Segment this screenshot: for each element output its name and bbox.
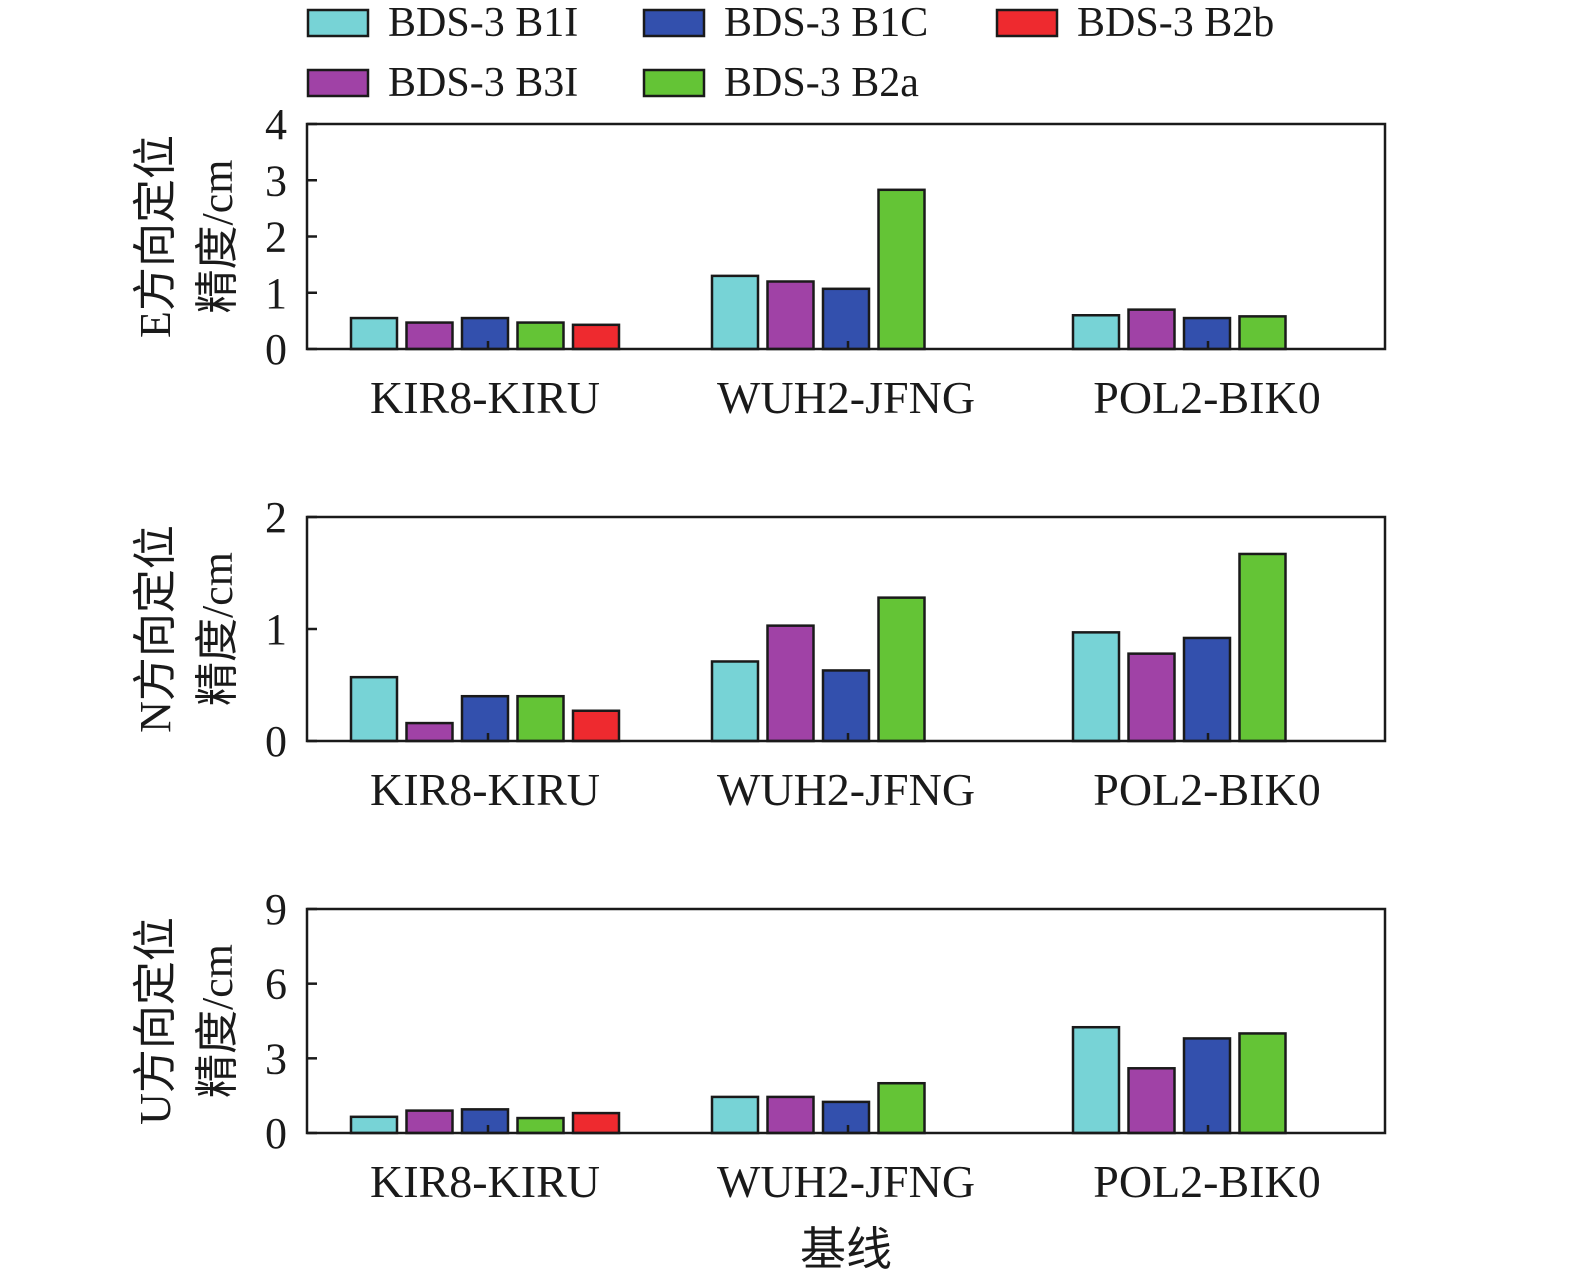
panel-u: 0 3 6 9 KIR8-KIRU WUH2-JFNG POL2-BIK0 U方向定位 精度/c… xyxy=(131,885,1387,1275)
legend-label-bds-3-b2b: BDS-3 B2b xyxy=(1077,0,1274,46)
panel-u-ytick-label-9: 9 xyxy=(265,885,287,934)
panel-n-category-label-kir8-kiru: KIR8-KIRU xyxy=(370,764,600,815)
panel-n-ytick-label-2: 2 xyxy=(265,493,287,542)
panel-n-category-label-pol2-bik0: POL2-BIK0 xyxy=(1093,764,1320,815)
panel-e-ytick-label-1: 1 xyxy=(265,269,287,318)
legend-swatch-bds-3-b2a xyxy=(642,68,706,98)
panel-e-ylabel-line2: 精度/cm xyxy=(193,160,242,314)
panel-e-category-label-pol2-bik0: POL2-BIK0 xyxy=(1093,372,1320,423)
legend: BDS-3 B1I BDS-3 B1C BDS-3 B2b BDS-3 B3I BDS-… xyxy=(306,0,1274,106)
panel-u-bar-bds-3-b1i-kir8-kiru xyxy=(349,1115,399,1135)
panel-e-ylabel-line1: E方向定位 xyxy=(131,135,180,338)
panel-n-bar-bds-3-b1c-wuh2-jfng xyxy=(821,669,871,743)
panel-u-ytick-label-0: 0 xyxy=(265,1109,287,1158)
legend-item-bds-3-b2b: BDS-3 B2b xyxy=(995,0,1274,46)
panel-n-bar-bds-3-b2a-pol2-bik0 xyxy=(1238,552,1287,743)
panel-u-bar-bds-3-b3i-kir8-kiru xyxy=(405,1109,454,1135)
panel-e-ytick-label-2: 2 xyxy=(265,213,287,262)
panel-u-category-label-pol2-bik0: POL2-BIK0 xyxy=(1093,1156,1320,1207)
panel-u-bar-bds-3-b1c-wuh2-jfng xyxy=(821,1100,871,1135)
x-axis-title: 基线 xyxy=(800,1224,892,1275)
legend-swatch-bds-3-b3i xyxy=(306,68,370,98)
panel-u-ytick-label-3: 3 xyxy=(265,1034,287,1083)
panel-e-bar-bds-3-b1c-kir8-kiru xyxy=(460,316,510,351)
panel-n-bar-bds-3-b3i-wuh2-jfng xyxy=(766,624,815,743)
panel-u-bar-bds-3-b2a-pol2-bik0 xyxy=(1238,1032,1287,1135)
legend-item-bds-3-b1i: BDS-3 B1I xyxy=(306,0,578,46)
panel-n-ylabel-line1: N方向定位 xyxy=(131,525,180,733)
panel-u-bar-bds-3-b3i-pol2-bik0 xyxy=(1127,1067,1176,1135)
legend-item-bds-3-b1c: BDS-3 B1C xyxy=(642,0,928,46)
panel-u-bar-bds-3-b1i-wuh2-jfng xyxy=(710,1095,760,1135)
panel-u-category-label-kir8-kiru: KIR8-KIRU xyxy=(370,1156,600,1207)
panel-n-ytick-label-1: 1 xyxy=(265,605,287,654)
legend-swatch-bds-3-b1i xyxy=(306,8,370,38)
legend-item-bds-3-b2a: BDS-3 B2a xyxy=(642,60,919,106)
panel-e-bar-bds-3-b1i-wuh2-jfng xyxy=(710,274,760,351)
legend-item-bds-3-b3i: BDS-3 B3I xyxy=(306,60,578,106)
legend-swatch-bds-3-b1c xyxy=(642,8,706,38)
legend-label-bds-3-b3i: BDS-3 B3I xyxy=(388,60,578,106)
panel-e-bar-bds-3-b1i-pol2-bik0 xyxy=(1071,314,1121,351)
panel-e-bar-bds-3-b3i-pol2-bik0 xyxy=(1127,308,1176,351)
legend-label-bds-3-b1i: BDS-3 B1I xyxy=(388,0,578,46)
panel-n-bar-bds-3-b1i-wuh2-jfng xyxy=(710,660,760,743)
panel-e-bar-bds-3-b2a-kir8-kiru xyxy=(516,321,565,351)
legend-label-bds-3-b1c: BDS-3 B1C xyxy=(724,0,928,46)
panel-e-bar-bds-3-b1i-kir8-kiru xyxy=(349,316,399,351)
panel-n-bar-bds-3-b1c-kir8-kiru xyxy=(460,694,510,743)
panel-u-bar-bds-3-b1i-pol2-bik0 xyxy=(1071,1025,1121,1135)
panel-n-ytick-label-0: 0 xyxy=(265,717,287,766)
panel-n-ylabel-line2: 精度/cm xyxy=(193,552,242,706)
panel-e-bar-bds-3-b2a-wuh2-jfng xyxy=(877,188,926,351)
panel-e-category-label-kir8-kiru: KIR8-KIRU xyxy=(370,372,600,423)
panel-u-plot-frame xyxy=(305,907,1387,1135)
panel-n-category-label-wuh2-jfng: WUH2-JFNG xyxy=(717,764,975,815)
panel-u-bar-bds-3-b2b-kir8-kiru xyxy=(571,1111,621,1135)
panel-u-ylabel-line1: U方向定位 xyxy=(131,917,180,1125)
panel-e-bar-bds-3-b3i-kir8-kiru xyxy=(405,321,454,351)
panel-e-ytick-label-4: 4 xyxy=(265,100,287,149)
panel-n: 0 1 2 KIR8-KIRU WUH2-JFNG POL2-BIK0 N方向定位 精度/cm xyxy=(131,493,1387,815)
panel-u-ytick-label-6: 6 xyxy=(265,960,287,1009)
panel-e-bar-bds-3-b2a-pol2-bik0 xyxy=(1238,315,1287,351)
panel-n-bar-bds-3-b1c-pol2-bik0 xyxy=(1182,636,1232,743)
panel-u-category-label-wuh2-jfng: WUH2-JFNG xyxy=(717,1156,975,1207)
panel-n-bar-bds-3-b2a-kir8-kiru xyxy=(516,694,565,743)
panel-e-bar-bds-3-b1c-wuh2-jfng xyxy=(821,287,871,351)
panel-u-ylabel-line2: 精度/cm xyxy=(193,944,242,1098)
panel-e-ytick-label-3: 3 xyxy=(265,156,287,205)
panel-n-bar-bds-3-b3i-kir8-kiru xyxy=(405,721,454,743)
panel-n-bar-bds-3-b2a-wuh2-jfng xyxy=(877,596,926,743)
panel-e: 0 1 2 3 4 KIR8-KIRU WUH2-JFNG POL2-BIK0 E方向定位 精度/… xyxy=(131,100,1387,423)
panel-u-bar-bds-3-b2a-kir8-kiru xyxy=(516,1116,565,1135)
legend-swatch-bds-3-b2b xyxy=(995,8,1059,38)
panel-e-category-label-wuh2-jfng: WUH2-JFNG xyxy=(717,372,975,423)
panel-u-bar-bds-3-b3i-wuh2-jfng xyxy=(766,1095,815,1135)
panel-u-bar-bds-3-b2a-wuh2-jfng xyxy=(877,1081,926,1135)
panel-n-bar-bds-3-b3i-pol2-bik0 xyxy=(1127,652,1176,743)
panel-n-bar-bds-3-b1i-kir8-kiru xyxy=(349,675,399,743)
panel-e-bar-bds-3-b2b-kir8-kiru xyxy=(571,323,621,351)
panel-n-bar-bds-3-b1i-pol2-bik0 xyxy=(1071,631,1121,743)
legend-label-bds-3-b2a: BDS-3 B2a xyxy=(724,60,919,106)
panel-u-bar-bds-3-b1c-pol2-bik0 xyxy=(1182,1037,1232,1135)
panel-e-ytick-label-0: 0 xyxy=(265,325,287,374)
panel-u-bar-bds-3-b1c-kir8-kiru xyxy=(460,1108,510,1135)
panel-n-bar-bds-3-b2b-kir8-kiru xyxy=(571,709,621,743)
panel-e-bar-bds-3-b3i-wuh2-jfng xyxy=(766,280,815,351)
